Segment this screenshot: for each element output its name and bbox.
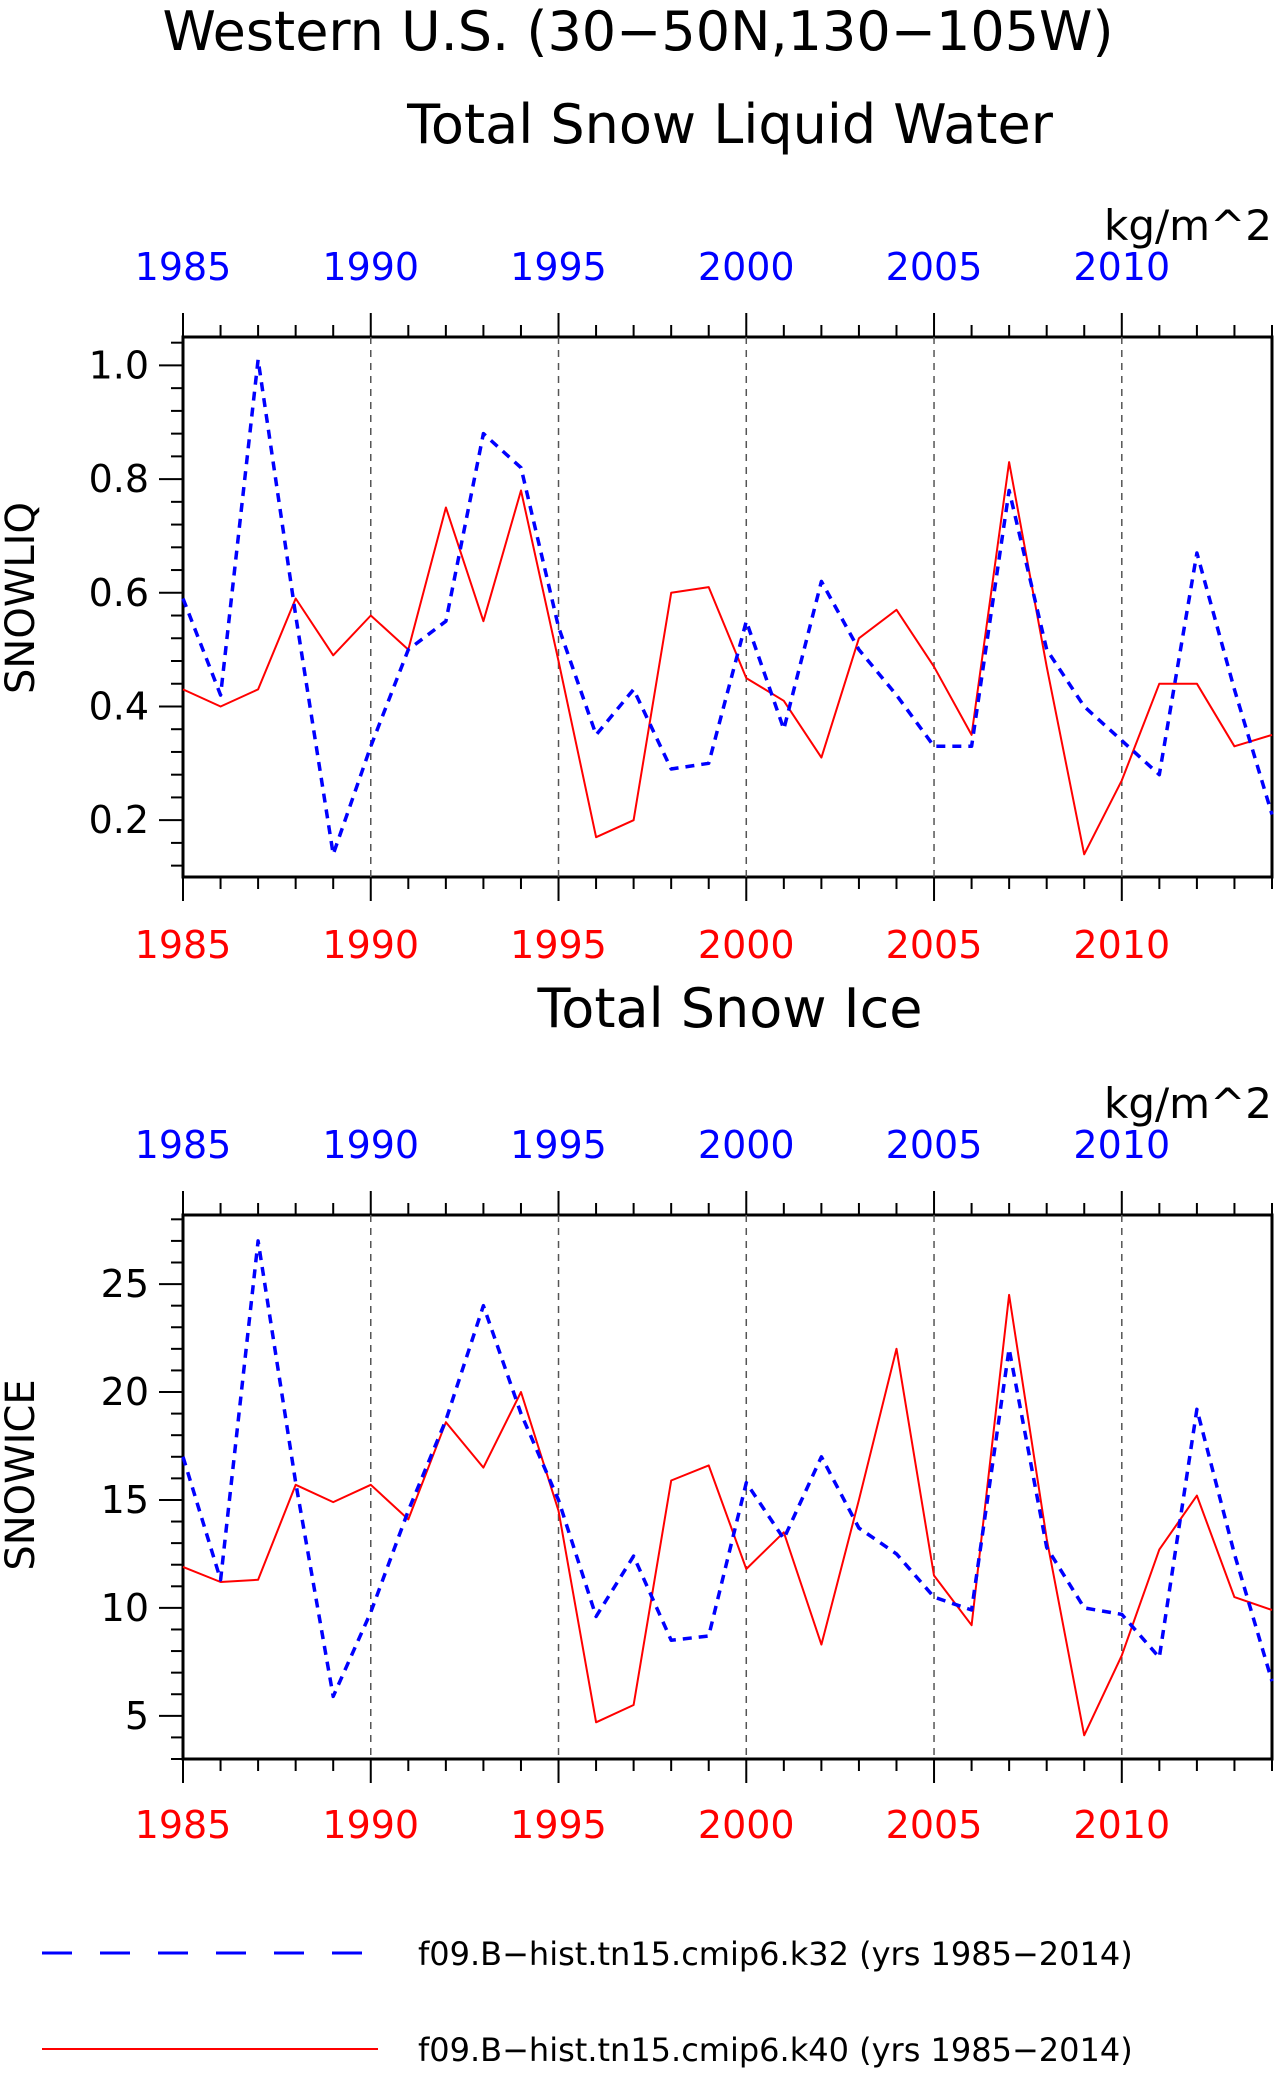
legend-label-k32: f09.B−hist.tn15.cmip6.k32 (yrs 1985−2014… bbox=[418, 1935, 1133, 1973]
snowliq-top-tick-label: 2010 bbox=[1073, 245, 1170, 289]
snowice-units: kg/m^2 bbox=[1104, 1079, 1272, 1128]
snowice-bottom-axis-labels: 1985 1990 1995 2000 2005 2010 bbox=[135, 1803, 1171, 1847]
snowice-top-tick-label: 1985 bbox=[135, 1123, 232, 1167]
snowliq-title: Total Snow Liquid Water bbox=[406, 93, 1054, 156]
snowice-bottom-tick-label: 1990 bbox=[322, 1803, 419, 1847]
snowliq-series-k40-line bbox=[182, 461, 1273, 856]
legend-label-k40: f09.B−hist.tn15.cmip6.k40 (yrs 1985−2014… bbox=[418, 2031, 1133, 2069]
snowice-bottom-tick-label: 1985 bbox=[135, 1803, 232, 1847]
snowice-ylabel: SNOWICE bbox=[0, 1379, 44, 1570]
snowice-top-axis-labels: 1985 1990 1995 2000 2005 2010 bbox=[135, 1123, 1171, 1167]
snowice-top-tick-label: 2005 bbox=[886, 1123, 983, 1167]
snowice-bottom-tick-label: 2000 bbox=[698, 1803, 795, 1847]
snowliq-bottom-tick-label: 2010 bbox=[1073, 923, 1170, 967]
snowice-top-tick-label: 1995 bbox=[510, 1123, 607, 1167]
snowice-x-ticks bbox=[182, 1191, 1273, 1783]
snowice-bottom-tick-label: 2005 bbox=[886, 1803, 983, 1847]
snowliq-panel: Total Snow Liquid Water kg/m^2 SNOWLIQ 1… bbox=[0, 93, 1274, 967]
snowice-plot-frame bbox=[181, 1213, 1274, 1761]
snowice-top-tick-label: 2000 bbox=[698, 1123, 795, 1167]
snowice-panel: Total Snow Ice kg/m^2 SNOWICE 1985 1990 19… bbox=[0, 977, 1274, 1847]
snowliq-bottom-tick-label: 1985 bbox=[135, 923, 232, 967]
snowliq-y-tick-label: 0.8 bbox=[89, 457, 149, 501]
snowice-y-ticks bbox=[159, 1218, 183, 1760]
snowliq-plot-frame bbox=[181, 335, 1274, 879]
snowliq-series bbox=[181, 357, 1274, 857]
snowice-y-tick-label: 15 bbox=[101, 1478, 149, 1522]
snowliq-bottom-tick-label: 1995 bbox=[510, 923, 607, 967]
snowliq-top-axis-labels: 1985 1990 1995 2000 2005 2010 bbox=[135, 245, 1171, 289]
snowice-series bbox=[181, 1239, 1274, 1737]
snowliq-y-tick-label: 0.4 bbox=[89, 684, 149, 728]
snowliq-units: kg/m^2 bbox=[1104, 201, 1272, 250]
snowice-bottom-tick-label: 1995 bbox=[510, 1803, 607, 1847]
figure-title: Western U.S. (30−50N,130−105W) bbox=[162, 0, 1113, 63]
snowice-y-tick-label: 20 bbox=[101, 1370, 149, 1414]
snowliq-bottom-tick-label: 2005 bbox=[886, 923, 983, 967]
snowliq-y-ticks bbox=[159, 341, 183, 867]
snowliq-bottom-tick-label: 1990 bbox=[322, 923, 419, 967]
snowliq-top-tick-label: 1990 bbox=[322, 245, 419, 289]
snowice-y-tick-label: 25 bbox=[101, 1262, 149, 1306]
snowliq-x-ticks bbox=[182, 313, 1273, 901]
snowliq-y-tick-label: 0.2 bbox=[89, 798, 149, 842]
snowice-top-tick-label: 2010 bbox=[1073, 1123, 1170, 1167]
snowliq-bottom-tick-label: 2000 bbox=[698, 923, 795, 967]
snowliq-ylabel: SNOWLIQ bbox=[0, 502, 44, 694]
snowliq-y-axis-labels: 0.2 0.4 0.6 0.8 1.0 bbox=[89, 343, 149, 842]
snowliq-series-k32-line bbox=[181, 357, 1274, 857]
snowliq-y-tick-label: 0.6 bbox=[89, 571, 149, 615]
snowliq-gridlines bbox=[370, 337, 1123, 877]
snowice-y-tick-label: 5 bbox=[125, 1694, 149, 1738]
snowliq-top-tick-label: 1995 bbox=[510, 245, 607, 289]
snowice-series-k32-line bbox=[181, 1239, 1274, 1699]
snowice-top-tick-label: 1990 bbox=[322, 1123, 419, 1167]
snowice-series-k40-line bbox=[182, 1293, 1273, 1737]
snowice-title: Total Snow Ice bbox=[537, 977, 923, 1040]
snowice-y-tick-label: 10 bbox=[101, 1586, 149, 1630]
snowice-bottom-tick-label: 2010 bbox=[1073, 1803, 1170, 1847]
snowliq-top-tick-label: 2000 bbox=[698, 245, 795, 289]
legend: f09.B−hist.tn15.cmip6.k32 (yrs 1985−2014… bbox=[42, 1935, 1133, 2069]
snowice-y-axis-labels: 5 10 15 20 25 bbox=[101, 1262, 149, 1738]
snowliq-top-tick-label: 2005 bbox=[886, 245, 983, 289]
snowliq-bottom-axis-labels: 1985 1990 1995 2000 2005 2010 bbox=[135, 923, 1171, 967]
snowliq-y-tick-label: 1.0 bbox=[89, 343, 149, 387]
snowliq-top-tick-label: 1985 bbox=[135, 245, 232, 289]
